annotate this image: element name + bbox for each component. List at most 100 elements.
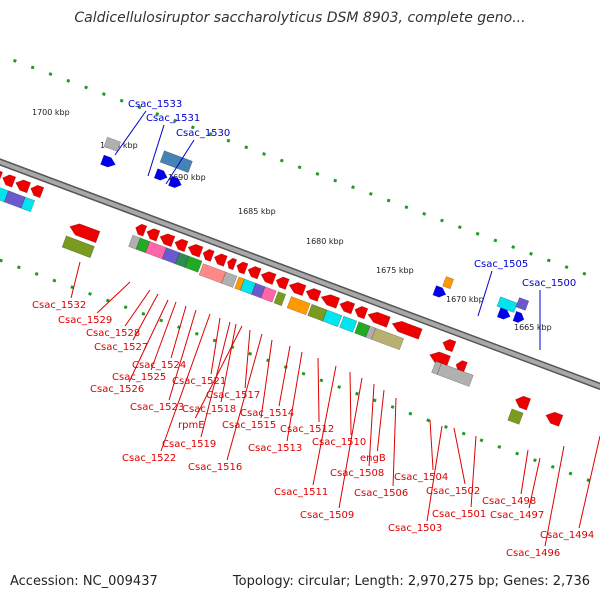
reverse-gene-label: Csac_1528	[86, 328, 140, 339]
reverse-gene	[159, 233, 176, 248]
scale-tick	[529, 251, 533, 256]
reverse-gene-label: Csac_1532	[32, 300, 86, 311]
reverse-label-leader	[170, 305, 187, 359]
reverse-label-leader	[200, 321, 231, 438]
reverse-gene-label: Csac_1510	[312, 437, 366, 448]
reverse-gene-label: Csac_1506	[354, 488, 408, 499]
reverse-cog-box	[371, 327, 405, 351]
reverse-gene-label: Csac_1525	[112, 372, 166, 383]
reverse-tick	[159, 318, 164, 323]
reverse-tick	[52, 278, 57, 283]
forward-gene	[432, 285, 447, 298]
reverse-tick	[372, 398, 377, 403]
scale-tick	[440, 218, 444, 223]
reverse-cog-box	[61, 235, 95, 259]
reverse-gene	[69, 223, 101, 244]
reverse-gene-label: Csac_1529	[58, 315, 112, 326]
reverse-label-leader	[544, 445, 565, 547]
forward-cog-box	[515, 297, 530, 311]
reverse-gene	[545, 411, 564, 427]
reverse-gene-label: Csac_1522	[122, 453, 176, 464]
reverse-cog-box	[339, 315, 358, 333]
reverse-gene-label: Csac_1508	[330, 468, 384, 479]
reverse-gene-label: Csac_1518	[182, 404, 236, 415]
reverse-gene	[354, 305, 369, 320]
reverse-cog-box	[507, 408, 524, 425]
scale-tick	[315, 171, 320, 176]
reverse-tick	[319, 378, 324, 383]
reverse-label-leader	[368, 383, 375, 467]
reverse-cog-box	[260, 286, 277, 303]
reverse-tick	[533, 458, 537, 463]
reverse-cog-box	[273, 291, 287, 307]
reverse-cog-box	[184, 255, 203, 273]
reverse-gene-label: Csac_1512	[280, 424, 334, 435]
scale-tick	[244, 145, 249, 150]
reverse-label-leader	[150, 301, 177, 371]
reverse-cog-box	[221, 271, 238, 288]
scale-tick	[422, 211, 427, 216]
reverse-cog-box	[286, 296, 311, 316]
reverse-tick	[408, 411, 413, 416]
reverse-label-leader	[260, 339, 273, 419]
forward-gene-label: Csac_1531	[146, 113, 200, 124]
scale-label: 1700 kbp	[32, 108, 70, 117]
scale-tick	[386, 198, 391, 203]
forward-label-leader	[114, 110, 147, 156]
scale-tick	[582, 271, 587, 276]
reverse-gene-label: Csac_1501	[432, 509, 486, 520]
reverse-tick	[248, 351, 253, 356]
scale-label: 1670 kbp	[446, 295, 484, 304]
forward-gene-label: Csac_1530	[176, 128, 230, 139]
scale-tick	[351, 185, 355, 190]
reverse-tick	[212, 338, 217, 343]
forward-gene-label: Csac_1505	[474, 259, 528, 270]
reverse-tick	[426, 418, 431, 423]
reverse-label-leader	[132, 293, 159, 341]
forward-cog-box	[496, 296, 518, 313]
reverse-label-leader	[278, 345, 291, 407]
reverse-gene	[260, 271, 277, 285]
reverse-cog-box	[198, 263, 227, 284]
reverse-tick	[88, 291, 92, 296]
reverse-gene	[429, 351, 451, 368]
reverse-gene	[2, 174, 17, 188]
reverse-label-leader	[194, 325, 243, 419]
scale-tick	[84, 85, 88, 90]
reverse-tick	[444, 425, 448, 429]
reverse-label-leader	[520, 449, 529, 495]
reverse-label-leader	[124, 289, 151, 327]
reverse-gene-label: Csac_1521	[172, 376, 226, 387]
reverse-gene-label: Csac_1504	[394, 472, 448, 483]
reverse-label-leader	[453, 427, 466, 485]
scale-tick	[262, 152, 266, 156]
scale-label: 1675 kbp	[376, 266, 414, 275]
reverse-gene-label: Csac_1527	[94, 342, 148, 353]
reverse-tick	[586, 478, 591, 483]
forward-label-leader	[477, 270, 493, 317]
reverse-tick	[337, 385, 342, 389]
reverse-gene-label: Csac_1511	[274, 487, 328, 498]
reverse-gene	[288, 282, 307, 297]
scale-label: 1690 kbp	[168, 173, 206, 182]
reverse-gene	[320, 294, 341, 309]
reverse-tick	[479, 438, 484, 443]
accession-text: Accession: NC_009437	[10, 574, 158, 589]
forward-label-leader	[165, 139, 195, 185]
reverse-gene-label: Csac_1503	[388, 523, 442, 534]
reverse-tick	[301, 371, 306, 376]
reverse-cog-box	[20, 196, 36, 213]
scale-tick	[101, 92, 106, 97]
reverse-gene-label: Csac_1494	[540, 530, 594, 541]
reverse-gene-label: Csac_1515	[222, 420, 276, 431]
forward-cog-box	[442, 276, 454, 290]
reverse-gene-label: Csac_1516	[188, 462, 242, 473]
reverse-label-leader	[578, 435, 600, 529]
genome-info-text: Topology: circular; Length: 2,970,275 bp…	[232, 574, 590, 589]
genome-backbone-inner	[0, 159, 600, 389]
reverse-gene	[247, 266, 262, 280]
reverse-gene	[275, 276, 290, 290]
scale-tick	[457, 225, 462, 230]
reverse-gene	[15, 179, 32, 194]
